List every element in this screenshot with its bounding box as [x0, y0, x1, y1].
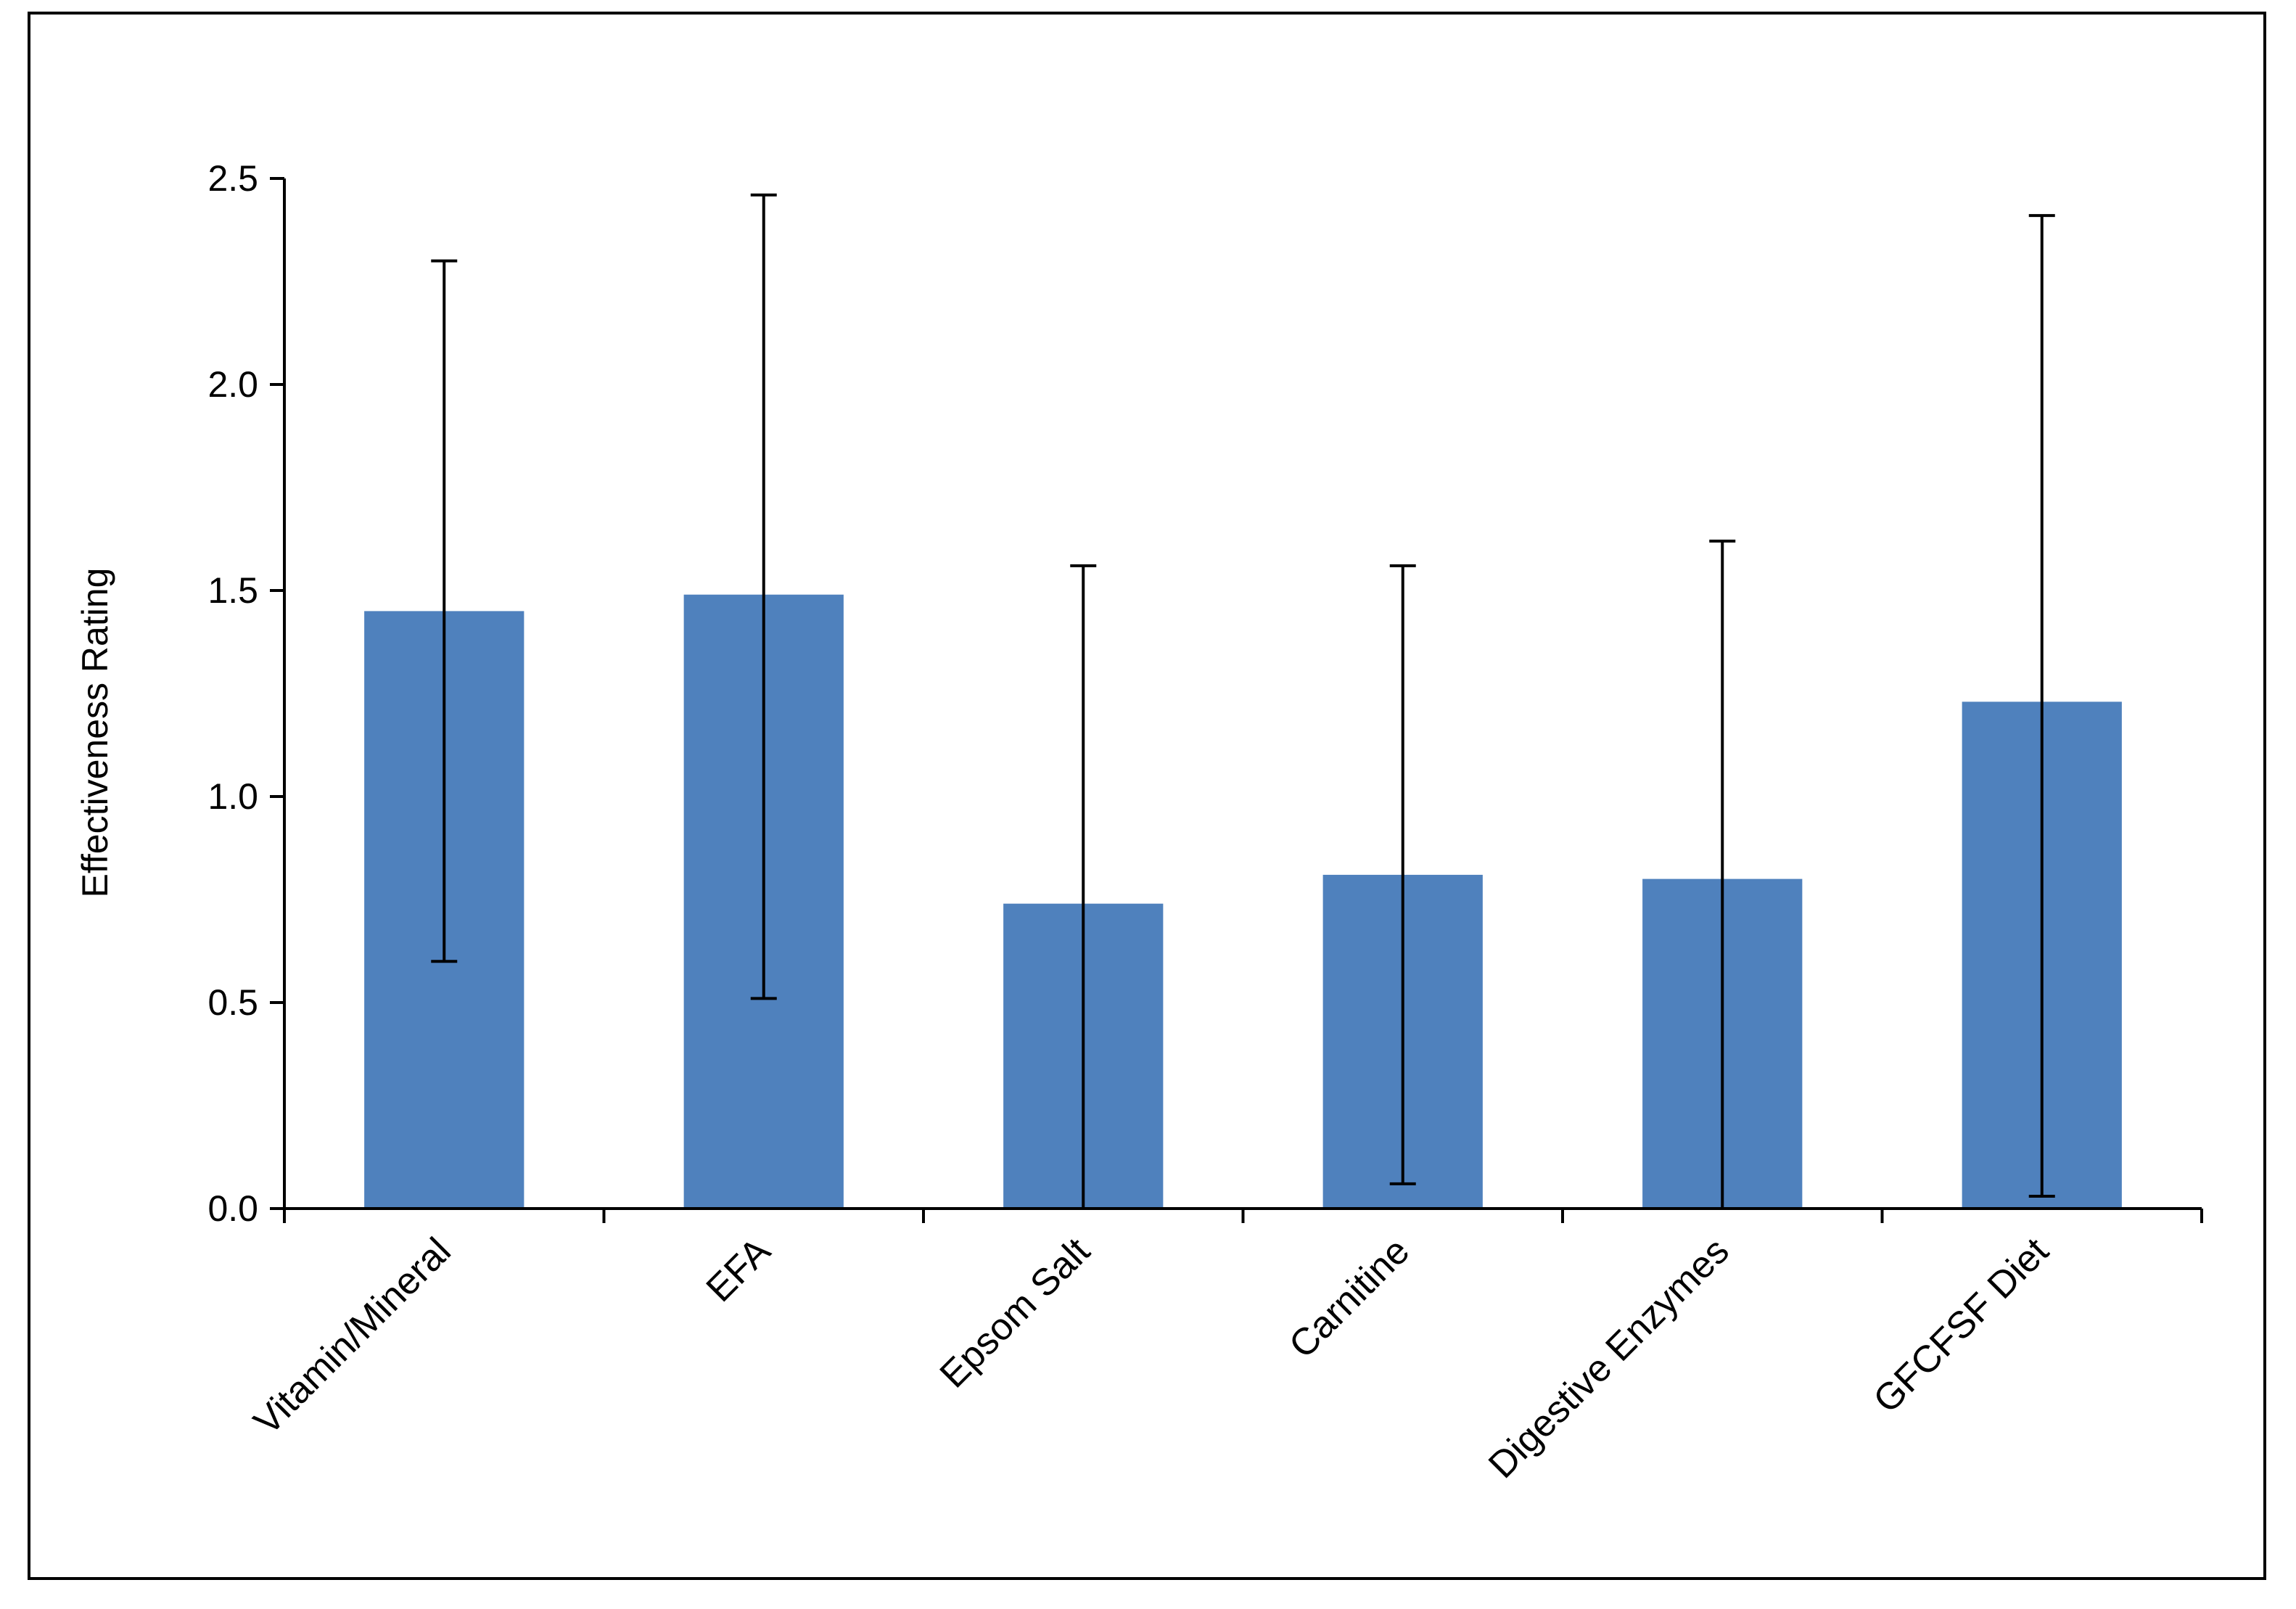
y-tick-label: 2.5: [207, 158, 258, 199]
error-bar-4: [1709, 539, 1736, 1209]
x-tick-label-2: Epsom Salt: [932, 1230, 1098, 1396]
error-bar-5: [2028, 214, 2055, 1198]
y-tick-label: 2.0: [207, 364, 258, 405]
error-bar-3: [1389, 564, 1416, 1185]
y-tick-label: 1.0: [207, 776, 258, 817]
error-bar-1: [750, 193, 777, 1000]
y-tick-label: 0.0: [207, 1188, 258, 1229]
bars-layer: [364, 594, 2122, 1209]
axes-layer: [270, 177, 2203, 1223]
x-tick-label-0: Vitamin/Mineral: [246, 1230, 459, 1443]
x-tick-label-1: EFA: [699, 1230, 779, 1310]
y-axis-title: Effectiveness Rating: [75, 568, 115, 898]
x-tick-label-4: Digestive Enzymes: [1481, 1230, 1737, 1486]
y-tick-label: 1.5: [207, 570, 258, 611]
error-bar-0: [431, 259, 458, 963]
x-tick-label-5: GFCFSF Diet: [1866, 1230, 2057, 1421]
x-tick-label-3: Carnitine: [1281, 1230, 1417, 1366]
error-bars-layer: [431, 193, 2055, 1209]
error-bar-2: [1070, 564, 1097, 1209]
y-tick-label: 0.5: [207, 982, 258, 1023]
